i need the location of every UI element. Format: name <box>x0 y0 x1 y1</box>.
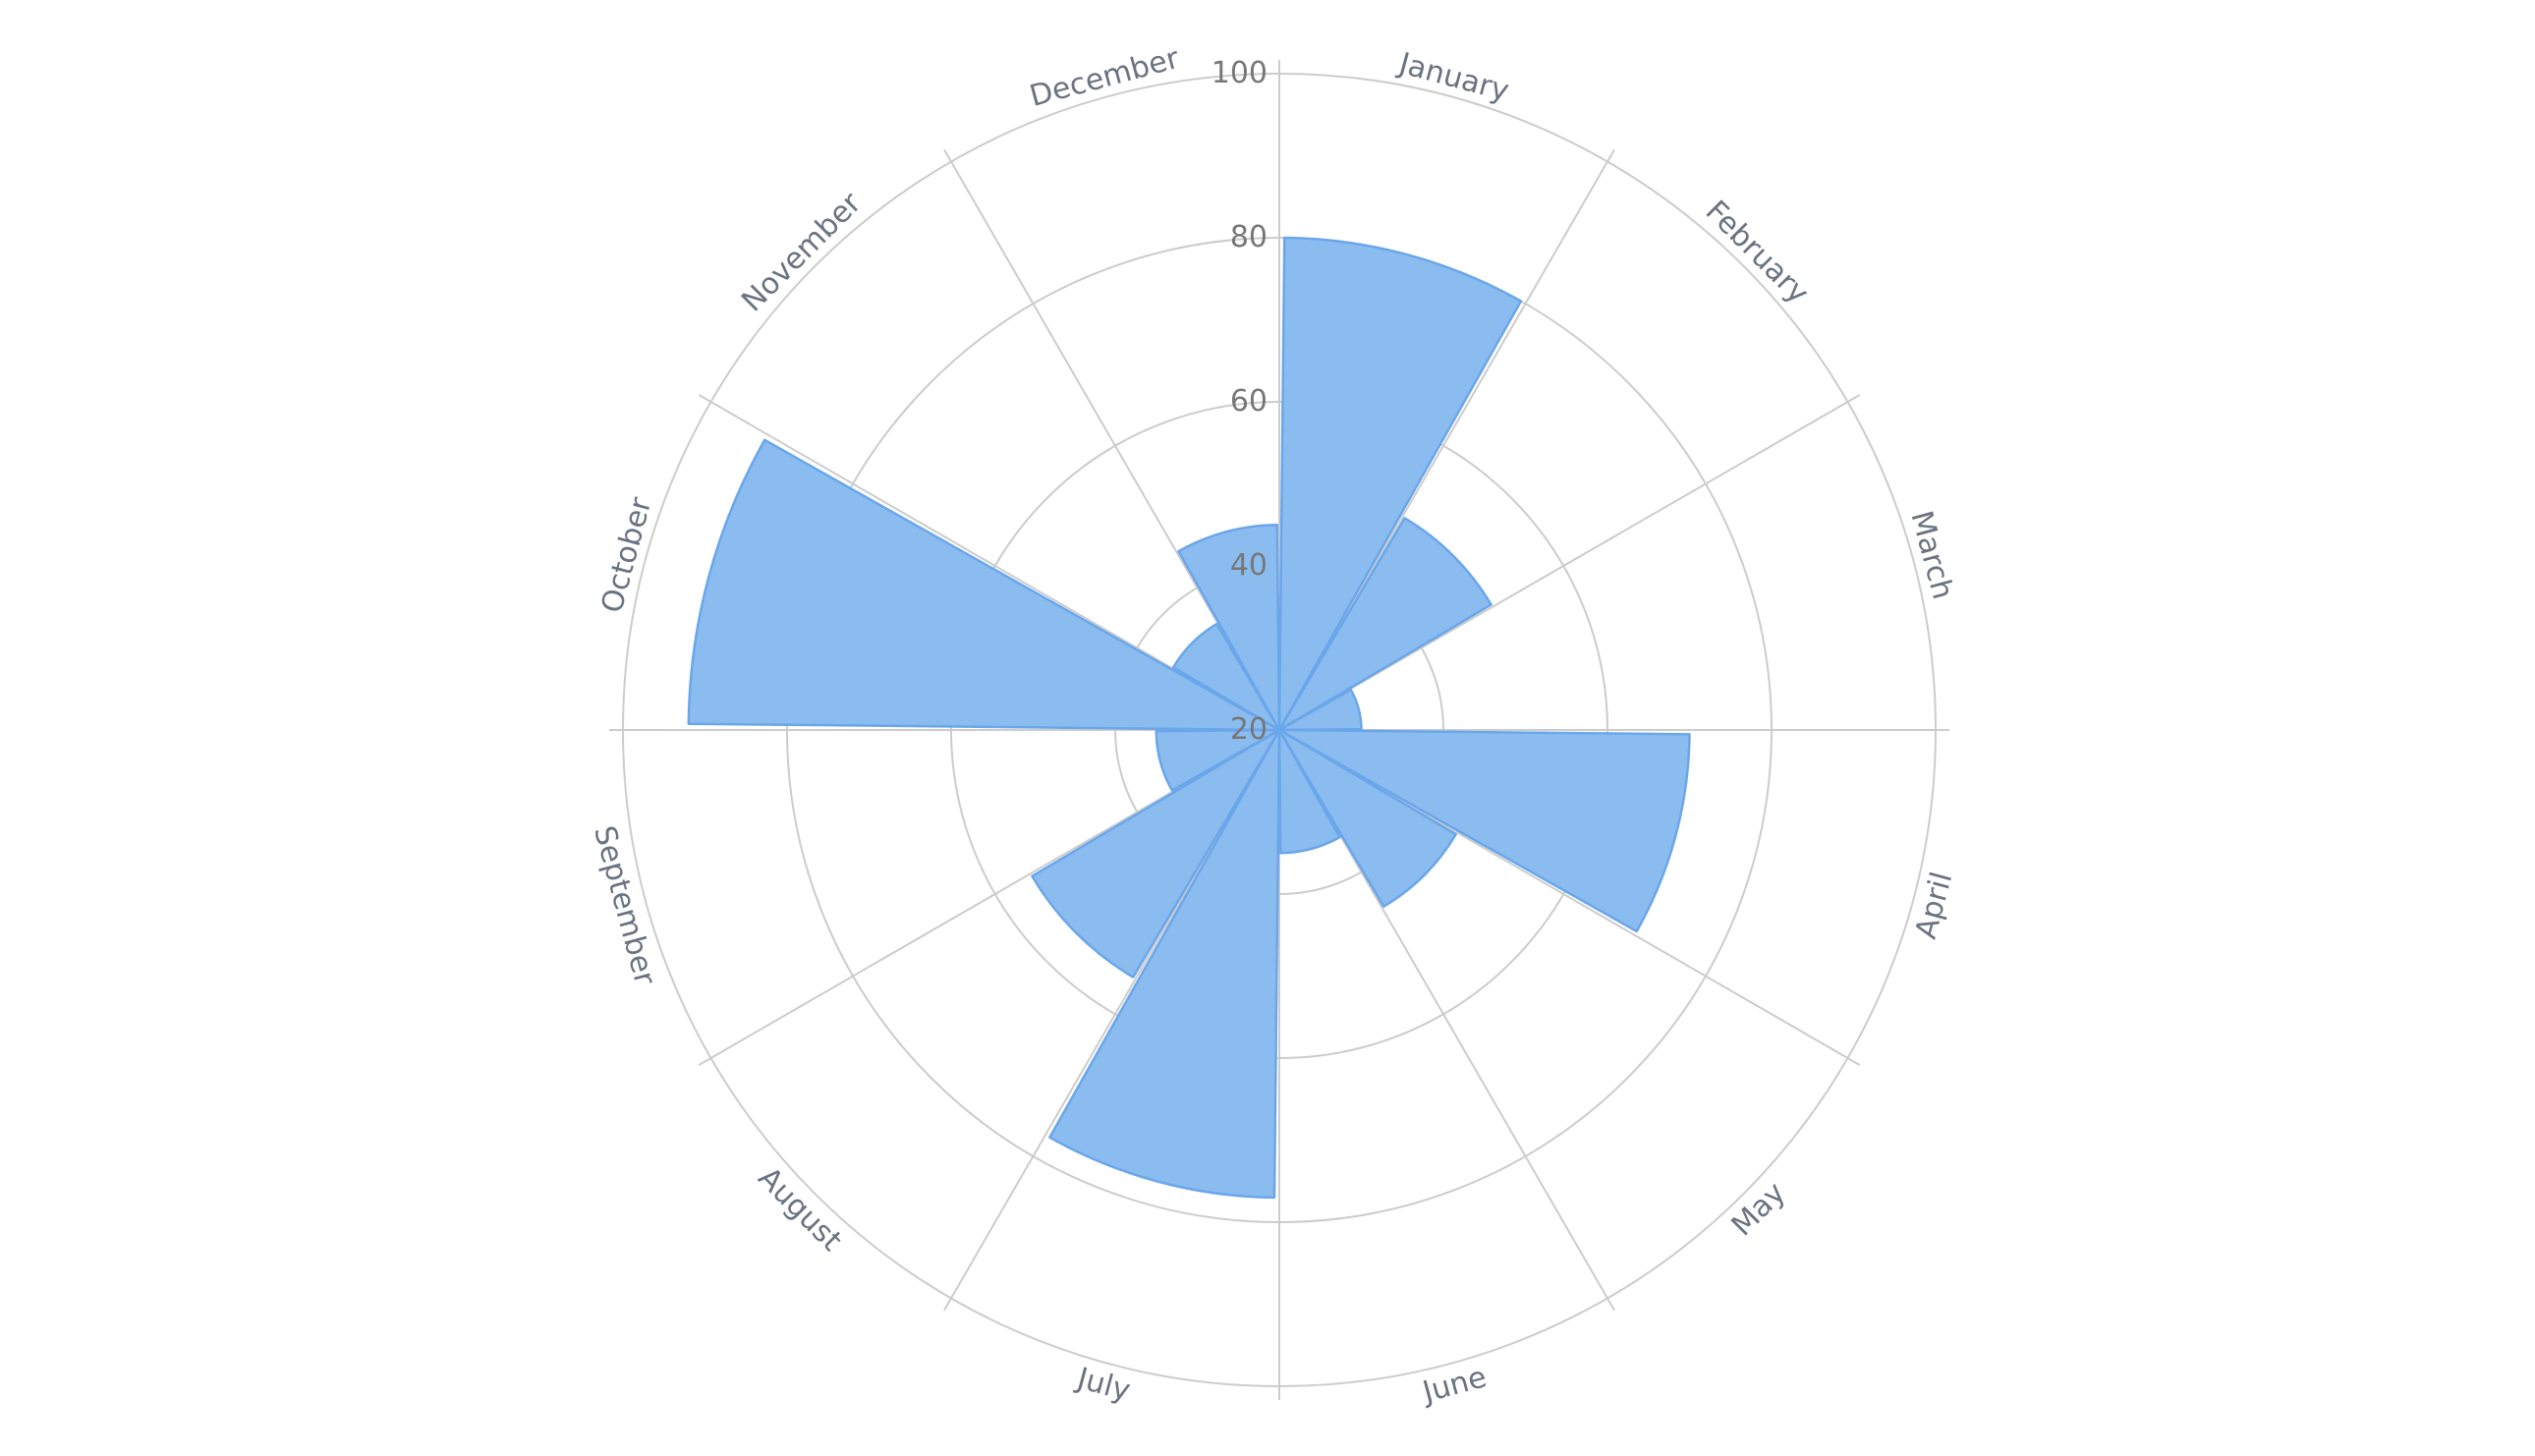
bar-march <box>1277 688 1363 732</box>
bar-july <box>1048 728 1281 1200</box>
radial-tick-label-100: 100 <box>1211 56 1268 90</box>
bar-december <box>1177 524 1281 732</box>
radial-tick-label-80: 80 <box>1230 220 1268 254</box>
angular-label-december: December <box>1026 41 1183 114</box>
bar-february <box>1277 517 1493 732</box>
radial-tick-label-40: 40 <box>1230 548 1268 583</box>
bar-november <box>1171 622 1281 732</box>
bar-january <box>1277 236 1523 732</box>
angular-label-january: January <box>1394 46 1513 109</box>
angular-label-october: October <box>594 493 658 617</box>
bar-may <box>1277 728 1457 908</box>
bar-september <box>1155 728 1281 792</box>
angular-label-november: November <box>735 186 869 319</box>
radial-tick-label-60: 60 <box>1230 384 1268 419</box>
bar-june <box>1277 728 1341 855</box>
angular-label-april: April <box>1909 868 1960 942</box>
angular-label-june: June <box>1418 1360 1491 1410</box>
angular-label-september: September <box>587 822 662 989</box>
angular-label-february: February <box>1699 194 1816 310</box>
radial-tick-label-20: 20 <box>1230 712 1268 747</box>
bar-layer <box>687 236 1691 1200</box>
angular-label-august: August <box>752 1160 849 1258</box>
bar-april <box>1277 728 1691 933</box>
bar-august <box>1031 728 1281 979</box>
angular-label-may: May <box>1725 1176 1793 1244</box>
bar-october <box>687 438 1281 732</box>
